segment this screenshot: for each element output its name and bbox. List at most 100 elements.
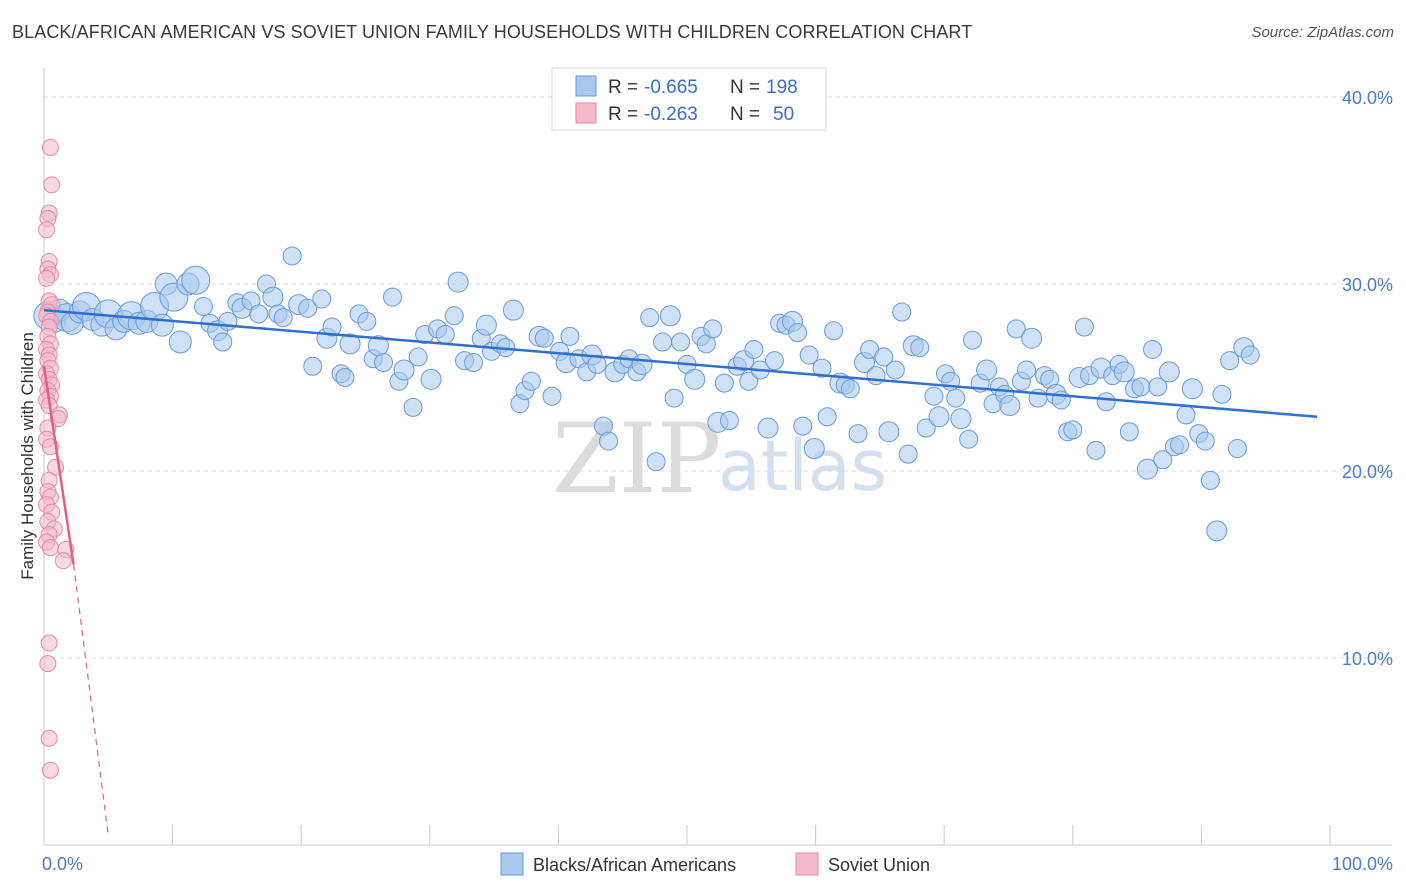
- trendline-blacks: [43, 308, 1318, 419]
- data-point: [910, 338, 930, 358]
- data-point: [976, 359, 998, 381]
- data-point: [824, 321, 844, 341]
- data-point: [339, 333, 361, 355]
- legend-r-value: -0.665: [644, 77, 698, 98]
- x-tick-label: 100.0%: [1332, 854, 1393, 874]
- series-soviet-union: [38, 138, 75, 779]
- data-point: [599, 431, 619, 451]
- data-point: [946, 388, 966, 408]
- data-point: [168, 330, 192, 354]
- data-point: [357, 311, 377, 331]
- data-point: [39, 655, 57, 673]
- legend-swatch-pink: [575, 102, 597, 124]
- series-legend: Blacks/African Americans Soviet Union: [500, 852, 930, 876]
- data-point: [1096, 392, 1116, 412]
- data-point: [1153, 450, 1173, 470]
- data-point: [793, 416, 813, 436]
- data-point: [817, 407, 837, 427]
- data-point: [924, 386, 944, 406]
- data-point: [950, 408, 972, 430]
- data-point: [303, 356, 323, 376]
- y-tick-label: 10.0%: [1342, 649, 1393, 669]
- data-point: [999, 395, 1021, 417]
- data-point: [744, 339, 764, 359]
- data-point: [757, 417, 779, 439]
- data-point: [475, 314, 497, 336]
- data-point: [1212, 384, 1232, 404]
- data-point: [249, 304, 269, 324]
- legend-r-value: -0.263: [644, 104, 698, 125]
- trendlines: [42, 308, 1318, 836]
- data-point: [213, 332, 233, 352]
- data-point: [534, 328, 554, 348]
- data-point: [885, 360, 905, 380]
- data-point: [866, 366, 886, 386]
- data-point: [848, 424, 868, 444]
- data-point: [1131, 377, 1151, 397]
- data-point: [684, 368, 706, 390]
- legend-label-soviet: Soviet Union: [828, 855, 930, 875]
- data-point: [383, 287, 403, 307]
- data-point: [1200, 470, 1220, 490]
- legend-n-value: 198: [766, 77, 798, 98]
- data-point: [646, 452, 666, 472]
- data-point: [521, 371, 541, 391]
- data-point: [874, 347, 894, 367]
- data-point: [659, 305, 681, 327]
- data-point: [928, 406, 950, 428]
- data-point: [40, 634, 58, 652]
- legend-n-value: 50: [773, 104, 794, 125]
- data-point: [1227, 439, 1247, 459]
- data-point: [788, 323, 808, 343]
- data-point: [1063, 420, 1083, 440]
- data-point: [714, 373, 734, 393]
- axes: [43, 68, 1392, 846]
- data-point: [1220, 351, 1240, 371]
- data-point: [898, 444, 918, 464]
- legend-n-label: N =: [730, 104, 760, 125]
- source-label: Source: ZipAtlas.com: [1251, 24, 1394, 41]
- data-point: [335, 368, 355, 387]
- legend-swatch-blue: [575, 75, 597, 97]
- data-point: [374, 353, 394, 373]
- data-point: [916, 418, 936, 438]
- data-point: [181, 265, 211, 295]
- legend-r-label: R =: [608, 104, 638, 125]
- data-point: [420, 368, 442, 390]
- data-point: [959, 429, 979, 449]
- data-point: [764, 351, 784, 371]
- data-point: [38, 269, 56, 287]
- y-tick-labels: 10.0% 20.0% 30.0% 40.0%: [1342, 88, 1393, 669]
- data-point: [312, 289, 332, 309]
- data-point: [273, 308, 293, 328]
- trendline-soviet-extension: [72, 564, 109, 836]
- chart-title: BLACK/AFRICAN AMERICAN VS SOVIET UNION F…: [12, 22, 973, 42]
- data-point: [1170, 435, 1190, 455]
- legend-n-label: N =: [730, 77, 760, 98]
- data-point: [1176, 405, 1196, 425]
- x-tick-labels: 0.0% 100.0%: [42, 854, 1393, 874]
- data-point: [1148, 377, 1168, 397]
- data-point: [1006, 319, 1026, 339]
- data-point: [542, 386, 562, 406]
- data-point: [464, 353, 484, 373]
- data-point: [150, 313, 174, 337]
- data-point: [41, 761, 59, 779]
- data-point: [1195, 431, 1215, 451]
- data-point: [262, 286, 284, 308]
- data-point: [435, 324, 455, 344]
- y-tick-label: 30.0%: [1342, 275, 1393, 295]
- data-point: [878, 421, 900, 443]
- data-point: [1017, 360, 1037, 380]
- data-point: [1181, 378, 1203, 400]
- data-point: [653, 332, 673, 352]
- data-point: [38, 221, 56, 239]
- data-point: [1158, 361, 1180, 383]
- legend-swatch-blacks: [500, 852, 524, 876]
- data-point: [719, 411, 739, 431]
- data-point: [1113, 361, 1135, 383]
- data-point: [393, 359, 415, 381]
- data-point: [282, 246, 302, 266]
- data-point: [1240, 345, 1260, 365]
